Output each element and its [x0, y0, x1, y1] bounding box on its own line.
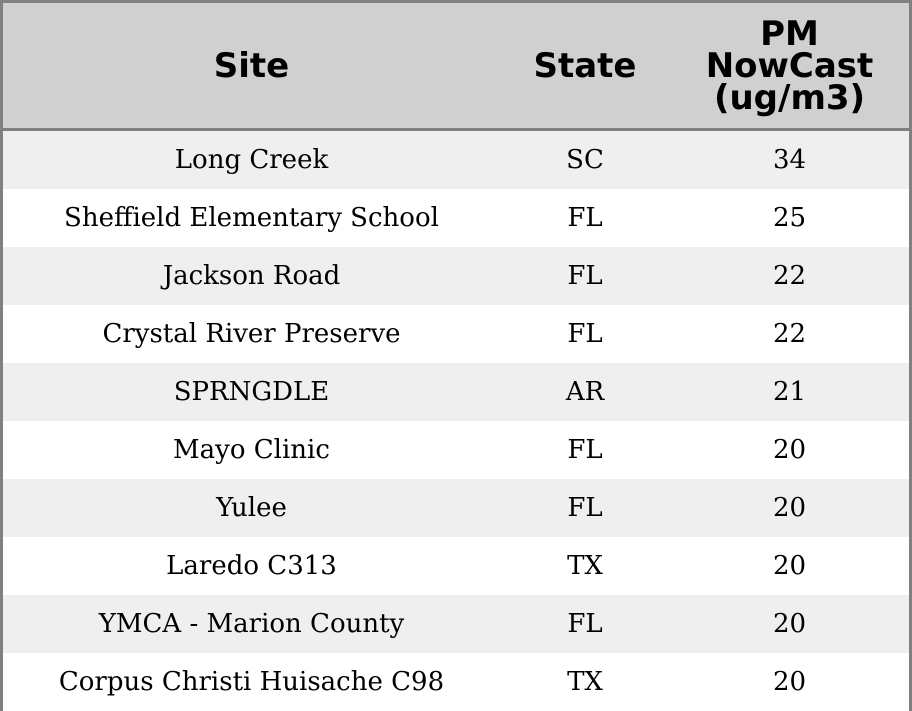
cell-site: Sheffield Elementary School — [3, 189, 500, 247]
cell-state: TX — [500, 653, 670, 711]
column-header-site: Site — [3, 3, 500, 131]
cell-pm: 20 — [670, 653, 909, 711]
cell-pm: 20 — [670, 479, 909, 537]
cell-state: FL — [500, 595, 670, 653]
table-row: Yulee FL 20 — [3, 479, 909, 537]
cell-site: Corpus Christi Huisache C98 — [3, 653, 500, 711]
cell-site: Yulee — [3, 479, 500, 537]
table-row: SPRNGDLE AR 21 — [3, 363, 909, 421]
cell-site: Crystal River Preserve — [3, 305, 500, 363]
cell-state: FL — [500, 305, 670, 363]
cell-state: TX — [500, 537, 670, 595]
table-row: YMCA - Marion County FL 20 — [3, 595, 909, 653]
table-row: Mayo Clinic FL 20 — [3, 421, 909, 479]
table-row: Jackson Road FL 22 — [3, 247, 909, 305]
table-row: Laredo C313 TX 20 — [3, 537, 909, 595]
cell-pm: 20 — [670, 595, 909, 653]
cell-pm: 20 — [670, 421, 909, 479]
column-header-site-line: Site — [213, 45, 290, 86]
cell-site: YMCA - Marion County — [3, 595, 500, 653]
table-row: Long Creek SC 34 — [3, 129, 909, 189]
column-header-pm: PM NowCast (ug/m3) — [670, 3, 909, 131]
cell-site: Long Creek — [3, 129, 500, 189]
cell-pm: 21 — [670, 363, 909, 421]
pm-nowcast-table: Site State PM NowCast (ug/m3) Long Creek SC 34… — [3, 3, 909, 711]
cell-pm: 20 — [670, 537, 909, 595]
table-header: Site State PM NowCast (ug/m3) — [3, 3, 909, 131]
cell-site: Mayo Clinic — [3, 421, 500, 479]
cell-pm: 22 — [670, 247, 909, 305]
column-header-pm-line: NowCast — [705, 45, 874, 86]
cell-state: AR — [500, 363, 670, 421]
header-row: Site State PM NowCast (ug/m3) — [3, 3, 909, 131]
column-header-pm-line: PM — [760, 13, 819, 54]
table-row: Crystal River Preserve FL 22 — [3, 305, 909, 363]
table-row: Sheffield Elementary School FL 25 — [3, 189, 909, 247]
cell-state: SC — [500, 129, 670, 189]
cell-state: FL — [500, 189, 670, 247]
column-header-pm-line: (ug/m3) — [713, 77, 866, 118]
cell-site: Jackson Road — [3, 247, 500, 305]
cell-pm: 34 — [670, 129, 909, 189]
table-row: Corpus Christi Huisache C98 TX 20 — [3, 653, 909, 711]
cell-pm: 22 — [670, 305, 909, 363]
cell-state: FL — [500, 247, 670, 305]
cell-state: FL — [500, 421, 670, 479]
cell-pm: 25 — [670, 189, 909, 247]
table-body: Long Creek SC 34 Sheffield Elementary Schoo… — [3, 129, 909, 711]
cell-site: Laredo C313 — [3, 537, 500, 595]
column-header-state-line: State — [533, 45, 637, 86]
cell-state: FL — [500, 479, 670, 537]
cell-site: SPRNGDLE — [3, 363, 500, 421]
column-header-state: State — [500, 3, 670, 131]
